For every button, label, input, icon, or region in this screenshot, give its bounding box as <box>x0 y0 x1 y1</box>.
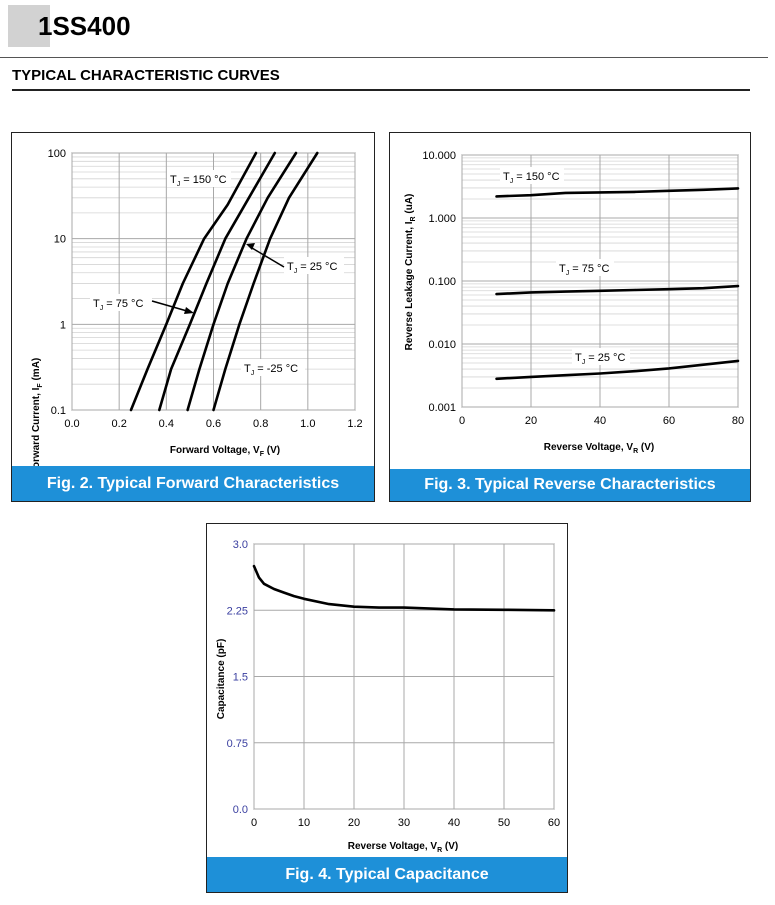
svg-text:TJ = -25 °C: TJ = -25 °C <box>244 363 298 377</box>
y-tick-label: 0.75 <box>227 738 248 750</box>
fig3-xlabel: Reverse Voltage, VR (V) <box>544 442 654 455</box>
part-number-badge <box>8 5 50 47</box>
section-title: TYPICAL CHARACTERISTIC CURVES <box>12 67 280 84</box>
x-tick-label: 0 <box>251 817 257 829</box>
fig2-ylabel: Forward Current, IF (mA) <box>31 358 44 466</box>
fig3-ylabel: Reverse Leakage Current, IR (uA) <box>404 194 417 351</box>
part-number-title: 1SS400 <box>38 11 131 41</box>
y-tick-label: 10 <box>54 234 66 246</box>
y-tick-label: 1 <box>60 319 66 331</box>
x-tick-label: 1.2 <box>347 418 362 430</box>
y-tick-label: 0.001 <box>428 402 456 414</box>
x-tick-label: 50 <box>498 817 510 829</box>
x-tick-label: 30 <box>398 817 410 829</box>
fig2-panel: 0.1 1 10 100 0.0 0.2 0.4 0.6 0.8 1.0 1.2 Forward C… <box>11 132 375 502</box>
fig4-ylabel: Capacitance (pF) <box>216 639 227 720</box>
series-line <box>158 151 277 412</box>
series-line <box>495 284 740 296</box>
fig4-chart: 0.0 0.75 1.5 2.25 3.0 0 10 20 30 40 50 60 Capacitan… <box>216 539 560 854</box>
x-tick-label: 0.6 <box>206 418 221 430</box>
x-tick-label: 0.4 <box>159 418 174 430</box>
x-tick-label: 60 <box>548 817 560 829</box>
y-tick-label: 0.100 <box>428 276 456 288</box>
fig3-annotation: TJ = 150 °C <box>500 167 564 185</box>
series-line <box>129 151 258 412</box>
x-tick-label: 20 <box>348 817 360 829</box>
fig2-annotation: TJ = 75 °C <box>90 294 152 312</box>
svg-text:TJ = 25 °C: TJ = 25 °C <box>575 352 625 366</box>
x-tick-label: 10 <box>298 817 310 829</box>
svg-text:TJ = 25 °C: TJ = 25 °C <box>287 261 337 275</box>
x-tick-label: 1.0 <box>300 418 315 430</box>
y-tick-label: 0.010 <box>428 339 456 351</box>
svg-text:TJ = 75 °C: TJ = 75 °C <box>559 263 609 277</box>
svg-text:TJ = 75 °C: TJ = 75 °C <box>93 298 143 312</box>
x-tick-label: 20 <box>525 415 537 427</box>
x-tick-label: 80 <box>732 415 744 427</box>
x-tick-label: 0.0 <box>64 418 79 430</box>
y-tick-label: 3.0 <box>233 539 248 551</box>
fig2-chart: 0.1 1 10 100 0.0 0.2 0.4 0.6 0.8 1.0 1.2 Forward C… <box>31 148 363 466</box>
header-divider <box>0 57 768 58</box>
y-tick-label: 100 <box>48 148 66 160</box>
annotation-arrow <box>246 243 285 268</box>
y-tick-label: 1.000 <box>428 213 456 225</box>
annotation-arrow <box>151 300 194 314</box>
fig4-xlabel: Reverse Voltage, VR (V) <box>348 841 458 854</box>
fig2-annotation: TJ = -25 °C <box>241 359 305 377</box>
x-tick-label: 60 <box>663 415 675 427</box>
y-tick-label: 1.5 <box>233 672 248 684</box>
fig4-caption: Fig. 4. Typical Capacitance <box>207 857 567 892</box>
x-tick-label: 0.2 <box>112 418 127 430</box>
x-tick-label: 0 <box>459 415 465 427</box>
svg-text:TJ = 150 °C: TJ = 150 °C <box>170 174 227 188</box>
fig2-xlabel: Forward Voltage, VF (V) <box>170 445 280 458</box>
y-tick-label: 0.1 <box>51 405 66 417</box>
y-tick-label: 10.000 <box>422 150 456 162</box>
fig2-annotation: TJ = 150 °C <box>167 170 231 188</box>
fig3-annotation: TJ = 75 °C <box>556 259 614 277</box>
fig4-panel: 0.0 0.75 1.5 2.25 3.0 0 10 20 30 40 50 60 Capacitan… <box>206 523 568 893</box>
y-tick-label: 0.0 <box>233 804 248 816</box>
svg-text:TJ = 150 °C: TJ = 150 °C <box>503 171 560 185</box>
series-line <box>495 359 740 381</box>
series-line <box>252 564 556 612</box>
section-divider <box>12 89 750 91</box>
x-tick-label: 40 <box>448 817 460 829</box>
x-tick-label: 40 <box>594 415 606 427</box>
fig3-chart: 0.001 0.010 0.100 1.000 10.000 0 20 40 60 80 Reve… <box>404 150 744 455</box>
x-tick-label: 0.8 <box>253 418 268 430</box>
series-line <box>212 151 319 412</box>
fig3-panel: 0.001 0.010 0.100 1.000 10.000 0 20 40 60 80 Reve… <box>389 132 751 502</box>
fig2-annotation: TJ = 25 °C <box>284 257 344 275</box>
fig3-caption: Fig. 3. Typical Reverse Characteristics <box>390 469 750 501</box>
series-line <box>186 151 298 412</box>
fig2-caption: Fig. 2. Typical Forward Characteristics <box>12 466 374 501</box>
y-tick-label: 2.25 <box>227 605 248 617</box>
series-line <box>495 187 740 198</box>
fig3-annotation: TJ = 25 °C <box>572 348 630 366</box>
